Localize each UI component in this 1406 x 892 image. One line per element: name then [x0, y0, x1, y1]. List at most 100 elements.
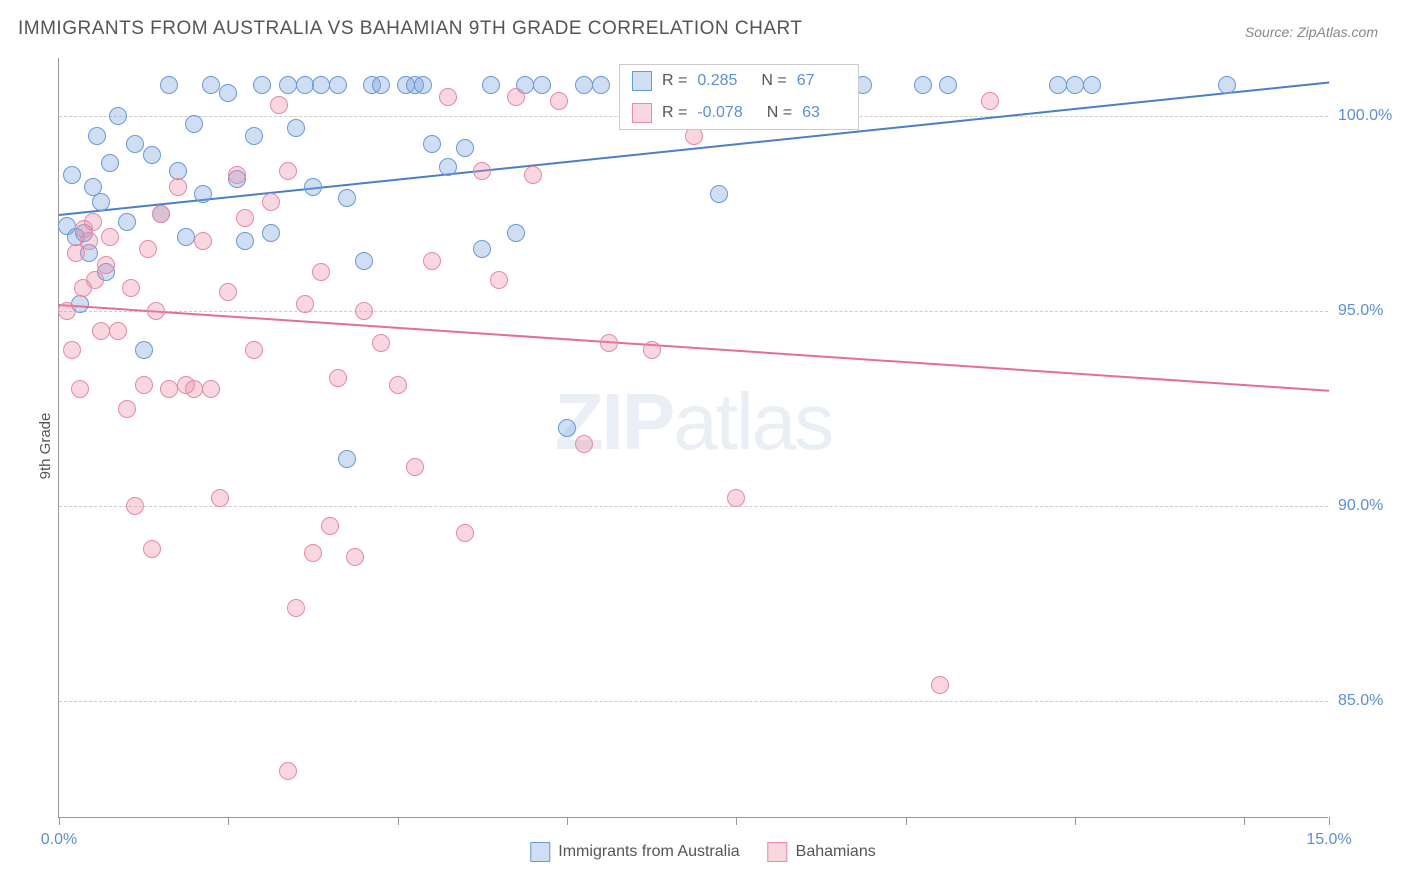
- data-point: [507, 88, 525, 106]
- bottom-legend: Immigrants from Australia Bahamians: [530, 842, 875, 862]
- data-point: [152, 205, 170, 223]
- data-point: [147, 302, 165, 320]
- chart-container: IMMIGRANTS FROM AUSTRALIA VS BAHAMIAN 9T…: [0, 0, 1406, 892]
- data-point: [1218, 76, 1236, 94]
- y-tick-label: 95.0%: [1338, 302, 1398, 320]
- data-point: [304, 178, 322, 196]
- stats-box: R =0.285N =67R =-0.078N =63: [619, 64, 859, 130]
- source-attribution: Source: ZipAtlas.com: [1245, 24, 1378, 40]
- data-point: [482, 76, 500, 94]
- data-point: [63, 166, 81, 184]
- data-point: [126, 497, 144, 515]
- x-tick: [1075, 817, 1076, 825]
- legend-swatch-bahamians: [768, 842, 788, 862]
- data-point: [279, 162, 297, 180]
- x-tick: [398, 817, 399, 825]
- data-point: [88, 127, 106, 145]
- stats-n-label: N =: [761, 72, 786, 90]
- data-point: [981, 92, 999, 110]
- stats-swatch: [632, 103, 652, 123]
- data-point: [279, 76, 297, 94]
- data-point: [592, 76, 610, 94]
- data-point: [727, 489, 745, 507]
- data-point: [1049, 76, 1067, 94]
- y-tick-label: 85.0%: [1338, 692, 1398, 710]
- y-axis-label: 9th Grade: [37, 413, 54, 480]
- x-tick: [906, 817, 907, 825]
- data-point: [304, 544, 322, 562]
- data-point: [490, 271, 508, 289]
- legend-label-australia: Immigrants from Australia: [558, 843, 739, 861]
- data-point: [160, 76, 178, 94]
- data-point: [80, 232, 98, 250]
- data-point: [126, 135, 144, 153]
- data-point: [439, 88, 457, 106]
- data-point: [312, 76, 330, 94]
- data-point: [92, 322, 110, 340]
- data-point: [143, 146, 161, 164]
- data-point: [97, 256, 115, 274]
- data-point: [262, 193, 280, 211]
- data-point: [473, 240, 491, 258]
- data-point: [329, 369, 347, 387]
- data-point: [355, 302, 373, 320]
- data-point: [86, 271, 104, 289]
- data-point: [296, 295, 314, 313]
- legend-item-australia: Immigrants from Australia: [530, 842, 739, 862]
- data-point: [185, 115, 203, 133]
- x-tick: [1329, 817, 1330, 825]
- data-point: [118, 213, 136, 231]
- legend-swatch-australia: [530, 842, 550, 862]
- data-point: [575, 76, 593, 94]
- data-point: [194, 232, 212, 250]
- data-point: [414, 76, 432, 94]
- data-point: [558, 419, 576, 437]
- stats-n-label: N =: [767, 104, 792, 122]
- data-point: [533, 76, 551, 94]
- data-point: [456, 524, 474, 542]
- data-point: [84, 213, 102, 231]
- data-point: [338, 189, 356, 207]
- data-point: [135, 376, 153, 394]
- data-point: [1083, 76, 1101, 94]
- data-point: [228, 166, 246, 184]
- gridline: [59, 701, 1328, 702]
- data-point: [253, 76, 271, 94]
- chart-title: IMMIGRANTS FROM AUSTRALIA VS BAHAMIAN 9T…: [18, 18, 803, 40]
- x-tick: [228, 817, 229, 825]
- stats-r-label: R =: [662, 72, 687, 90]
- data-point: [939, 76, 957, 94]
- data-point: [473, 162, 491, 180]
- data-point: [372, 334, 390, 352]
- data-point: [338, 450, 356, 468]
- data-point: [524, 166, 542, 184]
- data-point: [101, 228, 119, 246]
- x-tick: [736, 817, 737, 825]
- data-point: [329, 76, 347, 94]
- data-point: [71, 380, 89, 398]
- data-point: [109, 107, 127, 125]
- data-point: [122, 279, 140, 297]
- x-tick-label: 0.0%: [41, 831, 77, 849]
- data-point: [931, 676, 949, 694]
- data-point: [355, 252, 373, 270]
- x-tick: [59, 817, 60, 825]
- data-point: [279, 762, 297, 780]
- data-point: [202, 380, 220, 398]
- data-point: [439, 158, 457, 176]
- data-point: [219, 84, 237, 102]
- data-point: [135, 341, 153, 359]
- watermark-light: atlas: [673, 377, 832, 466]
- data-point: [109, 322, 127, 340]
- data-point: [312, 263, 330, 281]
- data-point: [710, 185, 728, 203]
- data-point: [296, 76, 314, 94]
- data-point: [236, 209, 254, 227]
- data-point: [160, 380, 178, 398]
- data-point: [211, 489, 229, 507]
- stats-r-value: 0.285: [697, 72, 737, 90]
- data-point: [550, 92, 568, 110]
- data-point: [287, 119, 305, 137]
- data-point: [63, 341, 81, 359]
- stats-row: R =-0.078N =63: [620, 97, 858, 129]
